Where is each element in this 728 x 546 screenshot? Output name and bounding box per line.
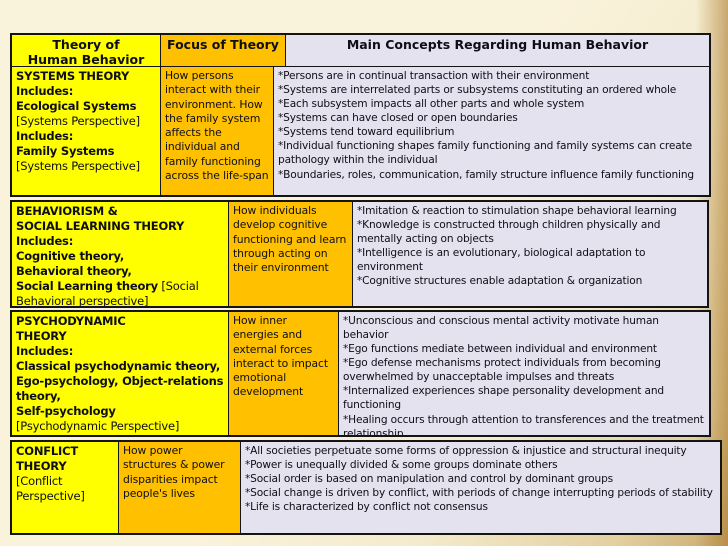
- concept-item: *Knowledge is constructed through childr…: [357, 219, 661, 246]
- theory-title: THEORY: [16, 328, 67, 343]
- theory-title: PSYCHODYNAMIC: [16, 314, 126, 328]
- concept-item: *Ego defense mechanisms protect individu…: [343, 357, 661, 384]
- concept-item: *Healing occurs through attention to tra…: [343, 413, 704, 435]
- concept-item: *Boundaries, roles, communication, famil…: [278, 168, 694, 181]
- theory-line: Includes:: [16, 128, 74, 143]
- conflict-theory-cell: CONFLICT THEORY [Conflict Perspective]: [12, 442, 118, 533]
- theory-line: Social Learning theory [Social Behaviora…: [16, 279, 224, 306]
- table-psychodynamic: PSYCHODYNAMIC THEORY Includes: Classical…: [10, 310, 711, 437]
- systems-theory-cell: SYSTEMS THEORY Includes: Ecological Syst…: [12, 67, 160, 195]
- systems-theory-row: SYSTEMS THEORY Includes: Ecological Syst…: [12, 66, 709, 195]
- theory-line: Behavioral theory,: [16, 263, 132, 278]
- table-behaviorism: BEHAVIORISM & SOCIAL LEARNING THEORY Inc…: [10, 200, 709, 308]
- concept-item: *Persons are in continual transaction wi…: [278, 70, 590, 82]
- theory-perspective: [Psychodynamic Perspective]: [16, 418, 180, 433]
- theory-perspective: [Conflict Perspective]: [16, 473, 85, 503]
- theory-line: Cognitive theory,: [16, 248, 125, 263]
- theory-bold-segment: Social Learning theory: [16, 278, 158, 293]
- psychodynamic-concepts-cell: *Unconscious and conscious mental activi…: [338, 312, 709, 435]
- theory-line: Self-psychology: [16, 403, 116, 418]
- concept-item: *Systems tend toward equilibrium: [278, 126, 455, 139]
- theory-line: Ego-psychology, Object-relations theory,: [16, 373, 224, 403]
- systems-concepts-cell: *Persons are in continual transaction wi…: [273, 67, 709, 195]
- concept-item: *Life is characterized by conflict not c…: [245, 501, 488, 514]
- theory-perspective: [Systems Perspective]: [16, 158, 140, 173]
- concept-item: *Power is unequally divided & some group…: [245, 459, 558, 472]
- concept-item: *Individual functioning shapes family fu…: [278, 140, 692, 167]
- concept-item: *Ego functions mediate between individua…: [343, 343, 657, 356]
- theory-perspective: [Social Behavioral perspective]: [16, 278, 199, 306]
- behaviorism-focus-cell: How individuals develop cognitive functi…: [228, 202, 352, 306]
- concept-item: *Imitation & reaction to stimulation sha…: [357, 205, 677, 217]
- theory-title: CONFLICT THEORY: [16, 444, 78, 473]
- concept-item: *Intelligence is an evolutionary, biolog…: [357, 247, 646, 274]
- conflict-focus-cell: How power structures & power disparities…: [118, 442, 240, 533]
- theory-title: SOCIAL LEARNING THEORY: [16, 218, 185, 233]
- conflict-row: CONFLICT THEORY [Conflict Perspective] H…: [12, 442, 720, 533]
- theory-line: Includes:: [16, 343, 74, 358]
- concept-item: *Social change is driven by conflict, wi…: [245, 487, 713, 500]
- header-cell-focus: Focus of Theory: [160, 35, 285, 66]
- behaviorism-theory-cell: BEHAVIORISM & SOCIAL LEARNING THEORY Inc…: [12, 202, 228, 306]
- theory-line: Classical psychodynamic theory,: [16, 358, 221, 373]
- concept-item: *Unconscious and conscious mental activi…: [343, 315, 659, 342]
- table-conflict: CONFLICT THEORY [Conflict Perspective] H…: [10, 440, 722, 535]
- concept-item: *Social order is based on manipulation a…: [245, 473, 614, 486]
- theory-line: Ecological Systems: [16, 98, 137, 113]
- concept-item: *Each subsystem impacts all other parts …: [278, 98, 585, 111]
- behaviorism-row: BEHAVIORISM & SOCIAL LEARNING THEORY Inc…: [12, 202, 707, 306]
- theory-title: SYSTEMS THEORY: [16, 69, 130, 83]
- behaviorism-concepts-cell: *Imitation & reaction to stimulation sha…: [352, 202, 707, 306]
- table-header-and-systems: Theory of Human Behavior Focus of Theory…: [10, 33, 711, 197]
- concept-item: *Systems can have closed or open boundar…: [278, 112, 518, 125]
- concept-item: *Systems are interrelated parts or subsy…: [278, 84, 677, 97]
- concept-item: *Internalized experiences shape personal…: [343, 385, 664, 412]
- table-header-row: Theory of Human Behavior Focus of Theory…: [12, 35, 709, 66]
- concept-item: *Cognitive structures enable adaptation …: [357, 275, 643, 288]
- psychodynamic-row: PSYCHODYNAMIC THEORY Includes: Classical…: [12, 312, 709, 435]
- theory-title: BEHAVIORISM &: [16, 204, 118, 218]
- theory-line: Includes:: [16, 83, 74, 98]
- theory-perspective: [Systems Perspective]: [16, 113, 140, 128]
- header-cell-concepts: Main Concepts Regarding Human Behavior: [285, 35, 709, 66]
- theory-line: Includes:: [16, 233, 74, 248]
- theory-line: Family Systems: [16, 143, 115, 158]
- systems-focus-cell: How persons interact with their environm…: [160, 67, 273, 195]
- psychodynamic-focus-cell: How inner energies and external forces i…: [228, 312, 338, 435]
- header-cell-theory: Theory of Human Behavior: [12, 35, 160, 66]
- conflict-concepts-cell: *All societies perpetuate some forms of …: [240, 442, 720, 533]
- psychodynamic-theory-cell: PSYCHODYNAMIC THEORY Includes: Classical…: [12, 312, 228, 435]
- concept-item: *All societies perpetuate some forms of …: [245, 445, 687, 457]
